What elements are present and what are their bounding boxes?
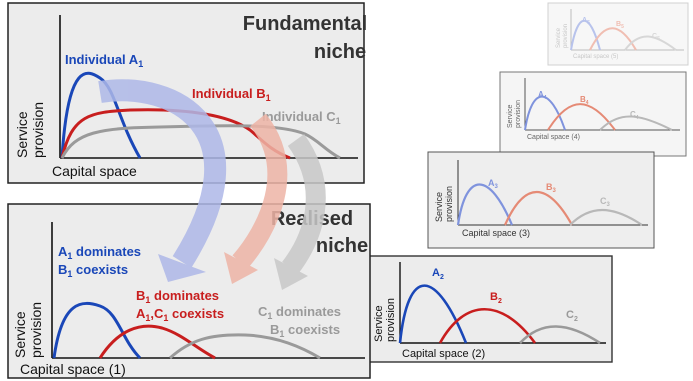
realised-xlabel: Capital space (1) [20, 361, 126, 377]
fundamental-curve-c [60, 124, 341, 160]
panel-4-background [499, 71, 687, 157]
panel-capital-space-3: A3 B3 C3 Service provision Capital space… [427, 151, 655, 249]
arrow-red-shaft [232, 113, 288, 269]
panel-5-label-c: C5 [652, 33, 660, 42]
fundamental-ylabel-1: Service [14, 111, 30, 158]
panel-2-label-c: C2 [566, 309, 578, 323]
realised-ylabel-1: Service [12, 311, 28, 358]
panel-2-ylabel-2: provision [385, 298, 397, 342]
panel-3-curve-b [503, 190, 573, 226]
arrow-blue-head [158, 254, 206, 282]
panel-2-curve-b [438, 308, 537, 344]
panel-capital-space-5: A5 B5 C5 Service provision Capital space… [547, 2, 689, 66]
arrow-gray-shaft [281, 134, 326, 275]
panel-4-label-b: B4 [580, 95, 589, 106]
realised-label-ac-coexists: A1,C1 coexists [136, 306, 224, 323]
fundamental-xlabel: Capital space [52, 163, 137, 179]
realised-ylabel-2: provision [28, 302, 44, 358]
realised-label-b-dominates: B1 dominates [136, 288, 219, 305]
arrow-blue-shaft [98, 79, 227, 268]
panel-2-xlabel: Capital space (2) [402, 348, 485, 360]
panel-3-ylabel-2: provision [444, 186, 454, 222]
panel-4-curve-b [547, 103, 616, 131]
panel-4-ylabel-2: provision [515, 100, 522, 128]
panel-3-ylabel-1: Service [434, 192, 444, 222]
panel-5-curve-c [624, 35, 677, 51]
panel-5-xlabel: Capital space (5) [573, 54, 618, 60]
panel-3-curve-c [569, 208, 643, 226]
panel-4-xlabel: Capital space (4) [527, 134, 580, 141]
fundamental-label-individual-a: Individual A1 [65, 52, 143, 69]
panel-3-curve-a [456, 183, 514, 226]
panel-5-ylabel-2: provision [563, 24, 569, 48]
realised-label-a-dominates: A1 dominates [58, 244, 141, 261]
arrow-red-head [224, 252, 258, 284]
panel-5-label-b: B5 [616, 21, 624, 30]
panel-2-curve-c [519, 325, 601, 345]
realised-title-line-2: niche [316, 235, 368, 257]
panel-4-label-c: C4 [630, 110, 639, 121]
realised-label-b-coexists: B1 coexists [58, 262, 128, 279]
panel-2-label-b: B2 [490, 291, 502, 305]
panel-4-ylabel-1: Service [507, 105, 514, 128]
realised-label-c-dominates: C1 dominates [258, 304, 341, 321]
arrow-gray-head [274, 258, 308, 290]
realised-curve-a [52, 302, 142, 360]
fundamental-curve-a [60, 71, 142, 159]
panel-2-ylabel-1: Service [373, 305, 385, 342]
panel-4-curve-c [599, 115, 673, 131]
panel-4-curve-a [524, 95, 566, 131]
transition-arrows [98, 79, 326, 290]
panel-capital-space-2: A2 B2 C2 Service provision Capital space… [367, 255, 613, 363]
panel-4-label-a: A4 [538, 90, 547, 101]
fundamental-ylabel-2: provision [30, 102, 46, 158]
realised-label-b1-coexists: B1 coexists [270, 322, 340, 339]
panel-capital-space-4: A4 B4 C4 Service provision Capital space… [499, 71, 687, 157]
panel-3-xlabel: Capital space (3) [462, 228, 530, 238]
fundamental-label-individual-b: Individual B1 [192, 86, 271, 103]
fundamental-title-line-1: Fundamental [243, 13, 367, 35]
panel-2-label-a: A2 [432, 267, 444, 281]
panel-3-label-c: C3 [600, 196, 611, 208]
panel-3-label-b: B3 [546, 182, 557, 194]
fundamental-title-line-2: niche [314, 41, 366, 63]
panel-5-label-a: A5 [582, 17, 590, 26]
panel-3-label-a: A3 [488, 178, 499, 190]
realised-curve-c [168, 333, 321, 360]
panel-2-curve-a [398, 284, 468, 344]
panel-5-ylabel-1: Service [556, 27, 562, 48]
realised-curve-b [98, 324, 216, 360]
fundamental-label-individual-c: Individual C1 [262, 109, 341, 126]
panel-3-background [427, 151, 655, 249]
